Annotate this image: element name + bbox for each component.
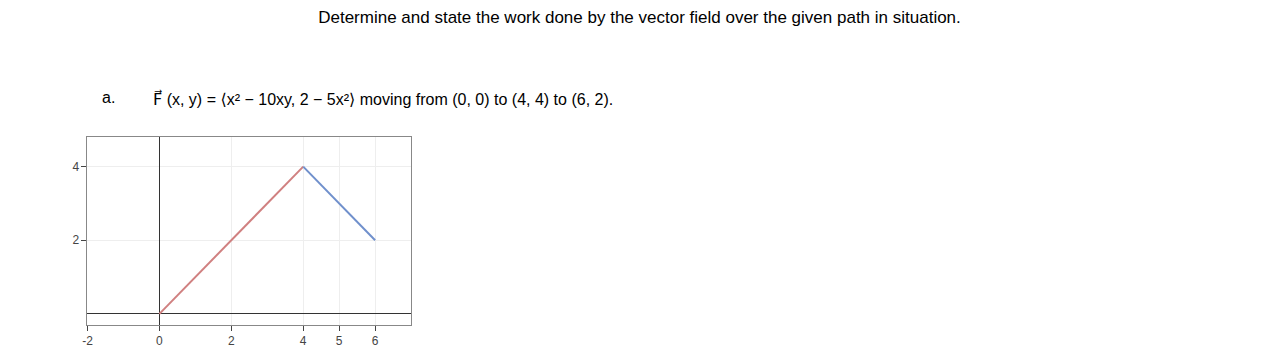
svg-text:0: 0 <box>156 334 163 348</box>
svg-text:a.: a. <box>102 89 115 106</box>
svg-text:2: 2 <box>72 233 79 247</box>
svg-text:6: 6 <box>372 334 379 348</box>
svg-text:5: 5 <box>336 334 343 348</box>
svg-text:4: 4 <box>300 334 307 348</box>
svg-text:Determine and state the work d: Determine and state the work done by the… <box>318 8 961 27</box>
svg-text:-2: -2 <box>82 334 93 348</box>
svg-text:F⃗ (x, y) = ⟨x² − 10xy, 2 − 5x: F⃗ (x, y) = ⟨x² − 10xy, 2 − 5x²⟩ moving … <box>153 89 613 108</box>
svg-text:2: 2 <box>228 334 235 348</box>
svg-text:4: 4 <box>72 160 79 174</box>
